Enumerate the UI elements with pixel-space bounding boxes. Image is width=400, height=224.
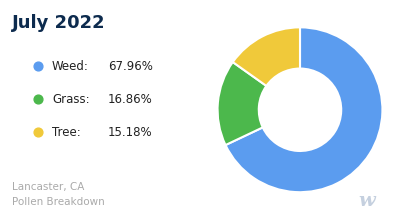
Text: Grass:: Grass: xyxy=(52,93,90,106)
Point xyxy=(35,130,41,134)
Text: 16.86%: 16.86% xyxy=(108,93,153,106)
Text: w: w xyxy=(358,192,375,210)
Wedge shape xyxy=(218,62,266,145)
Text: 67.96%: 67.96% xyxy=(108,60,153,73)
Text: Lancaster, CA
Pollen Breakdown: Lancaster, CA Pollen Breakdown xyxy=(12,182,105,207)
Wedge shape xyxy=(226,27,382,192)
Text: July 2022: July 2022 xyxy=(12,14,106,32)
Text: Weed:: Weed: xyxy=(52,60,89,73)
Text: 15.18%: 15.18% xyxy=(108,125,153,138)
Point xyxy=(35,97,41,101)
Point xyxy=(35,64,41,68)
Text: Tree:: Tree: xyxy=(52,125,81,138)
Wedge shape xyxy=(233,27,300,86)
